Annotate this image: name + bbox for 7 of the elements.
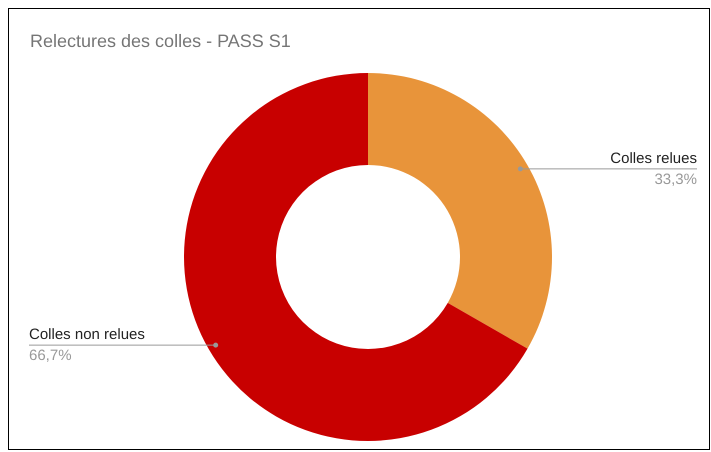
- donut-slice: [368, 73, 552, 349]
- chart-title: Relectures des colles - PASS S1: [30, 31, 291, 52]
- data-label: 33,3%: [654, 170, 697, 188]
- slice-label: Colles relues: [610, 150, 697, 167]
- donut-slice: [184, 73, 528, 441]
- data-label: 66,7%: [29, 347, 72, 364]
- slice-label: Colles non relues: [29, 326, 145, 344]
